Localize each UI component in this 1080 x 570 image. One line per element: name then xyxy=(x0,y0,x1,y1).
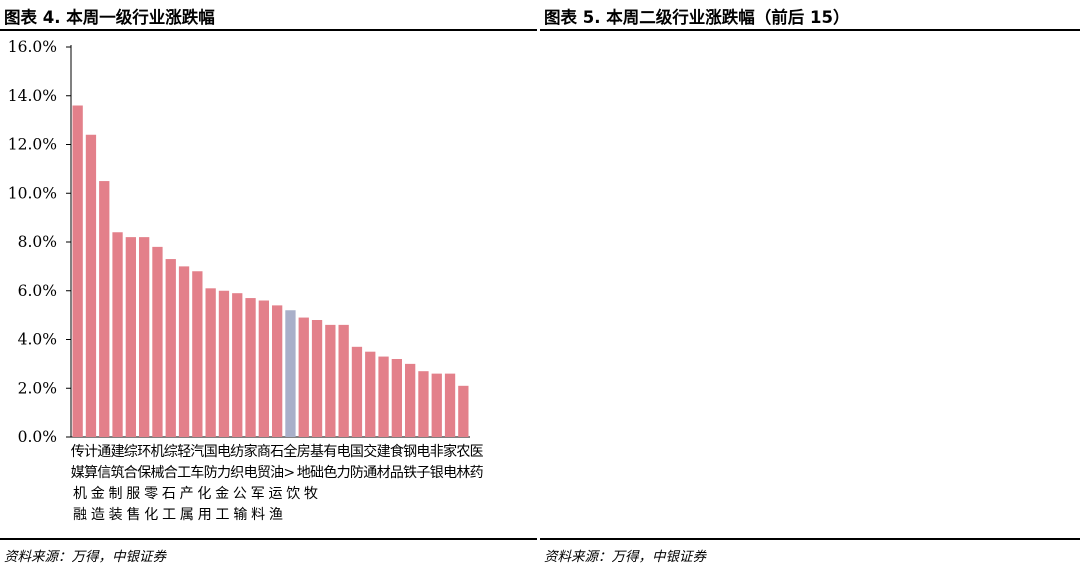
bar xyxy=(431,373,442,437)
bar xyxy=(112,232,123,437)
bar xyxy=(232,293,243,437)
bar xyxy=(351,346,363,437)
y-tick-label: 0.0% xyxy=(18,428,57,446)
bar xyxy=(311,320,323,437)
left-source-note: 资料来源：万得，中银证券 xyxy=(4,549,166,565)
category-label-row: 机金制服零石产化金公军运饮牧 xyxy=(73,486,318,502)
left-bottom-rule xyxy=(0,538,537,540)
bar xyxy=(391,359,402,437)
y-tick-label: 12.0% xyxy=(8,136,57,154)
bar xyxy=(205,288,216,437)
right-bar-chart: 0.0%5.0%10.0%15.0%20.0%25.0%增资通互电广教影计金文计… xyxy=(540,31,1080,537)
bar xyxy=(378,356,389,437)
y-tick-label: 6.0% xyxy=(18,282,57,300)
bar xyxy=(444,373,456,437)
bar xyxy=(72,105,83,437)
bar xyxy=(165,259,176,437)
right-bottom-rule xyxy=(540,538,1080,540)
category-label-row: 融造装售化工属用工输料渔 xyxy=(73,507,283,523)
left-top-rule xyxy=(0,29,537,31)
bar xyxy=(405,363,416,437)
bar xyxy=(325,324,336,437)
y-tick-label: 10.0% xyxy=(8,184,57,202)
bar xyxy=(245,298,256,437)
bar xyxy=(338,324,349,437)
bar xyxy=(298,317,309,437)
bar xyxy=(458,385,469,437)
right-chart-panel: 图表 5. 本周二级行业涨跌幅（前后 15） 0.0%5.0%10.0%15.0… xyxy=(540,0,1080,570)
bar xyxy=(99,181,110,437)
right-source-note: 资料来源：万得，中银证券 xyxy=(544,549,706,565)
category-label-row: 传计通建综环机综轻汽国电纺家商石全房基有电国交建食钢电非家农医 xyxy=(71,443,484,460)
bar xyxy=(258,300,269,437)
bar xyxy=(178,266,190,437)
bar xyxy=(139,237,150,437)
right-top-rule xyxy=(540,29,1080,31)
y-tick-label: 8.0% xyxy=(18,233,57,251)
bar xyxy=(152,246,163,437)
y-tick-label: 14.0% xyxy=(8,87,57,105)
left-chart-title: 图表 4. 本周一级行业涨跌幅 xyxy=(4,8,215,27)
bar xyxy=(285,310,296,437)
left-chart-panel: 图表 4. 本周一级行业涨跌幅 0.0% 2.0% 4.0% 6.0% 8.0% 10.0… xyxy=(0,0,537,570)
bar xyxy=(85,134,97,437)
bar xyxy=(192,271,203,437)
category-label-row: 媒算信筑合保械合工车防力织电贸油>地础色力防通材品铁子银电林药 xyxy=(71,464,484,481)
bar xyxy=(218,290,230,437)
bar xyxy=(272,305,283,437)
y-tick-label: 4.0% xyxy=(18,331,57,349)
left-bar-chart: 0.0% 2.0% 4.0% 6.0% 8.0% 10.0% 12.0% 14.0% 16.0%… xyxy=(8,38,484,523)
y-tick-label: 16.0% xyxy=(8,38,57,56)
bar xyxy=(418,371,429,437)
bar xyxy=(125,237,136,437)
right-chart-title: 图表 5. 本周二级行业涨跌幅（前后 15） xyxy=(544,8,850,27)
bar xyxy=(365,351,376,437)
y-tick-label: 2.0% xyxy=(18,379,57,397)
